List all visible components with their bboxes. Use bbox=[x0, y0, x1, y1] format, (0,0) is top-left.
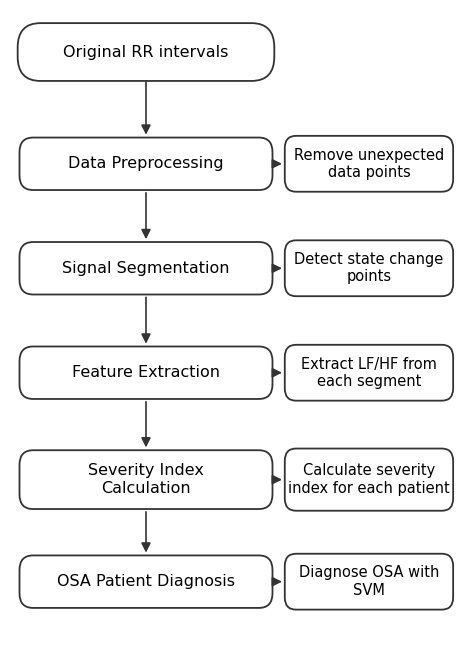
Text: Remove unexpected
data points: Remove unexpected data points bbox=[294, 147, 444, 180]
FancyBboxPatch shape bbox=[19, 242, 273, 295]
Text: Extract LF/HF from
each segment: Extract LF/HF from each segment bbox=[301, 357, 437, 389]
Text: Original RR intervals: Original RR intervals bbox=[64, 45, 228, 59]
FancyBboxPatch shape bbox=[19, 347, 273, 399]
Text: Data Preprocessing: Data Preprocessing bbox=[68, 157, 224, 171]
FancyBboxPatch shape bbox=[285, 345, 453, 401]
Text: Diagnose OSA with
SVM: Diagnose OSA with SVM bbox=[299, 565, 439, 598]
Text: Severity Index
Calculation: Severity Index Calculation bbox=[88, 463, 204, 496]
FancyBboxPatch shape bbox=[285, 240, 453, 296]
Text: Signal Segmentation: Signal Segmentation bbox=[62, 261, 230, 276]
Text: Feature Extraction: Feature Extraction bbox=[72, 365, 220, 380]
FancyBboxPatch shape bbox=[18, 23, 274, 81]
FancyBboxPatch shape bbox=[285, 136, 453, 191]
FancyBboxPatch shape bbox=[19, 138, 273, 190]
FancyBboxPatch shape bbox=[19, 555, 273, 608]
Text: OSA Patient Diagnosis: OSA Patient Diagnosis bbox=[57, 574, 235, 589]
FancyBboxPatch shape bbox=[19, 450, 273, 509]
Text: Detect state change
points: Detect state change points bbox=[294, 252, 444, 284]
FancyBboxPatch shape bbox=[285, 554, 453, 609]
Text: Calculate severity
index for each patient: Calculate severity index for each patien… bbox=[288, 463, 450, 496]
FancyBboxPatch shape bbox=[285, 449, 453, 511]
